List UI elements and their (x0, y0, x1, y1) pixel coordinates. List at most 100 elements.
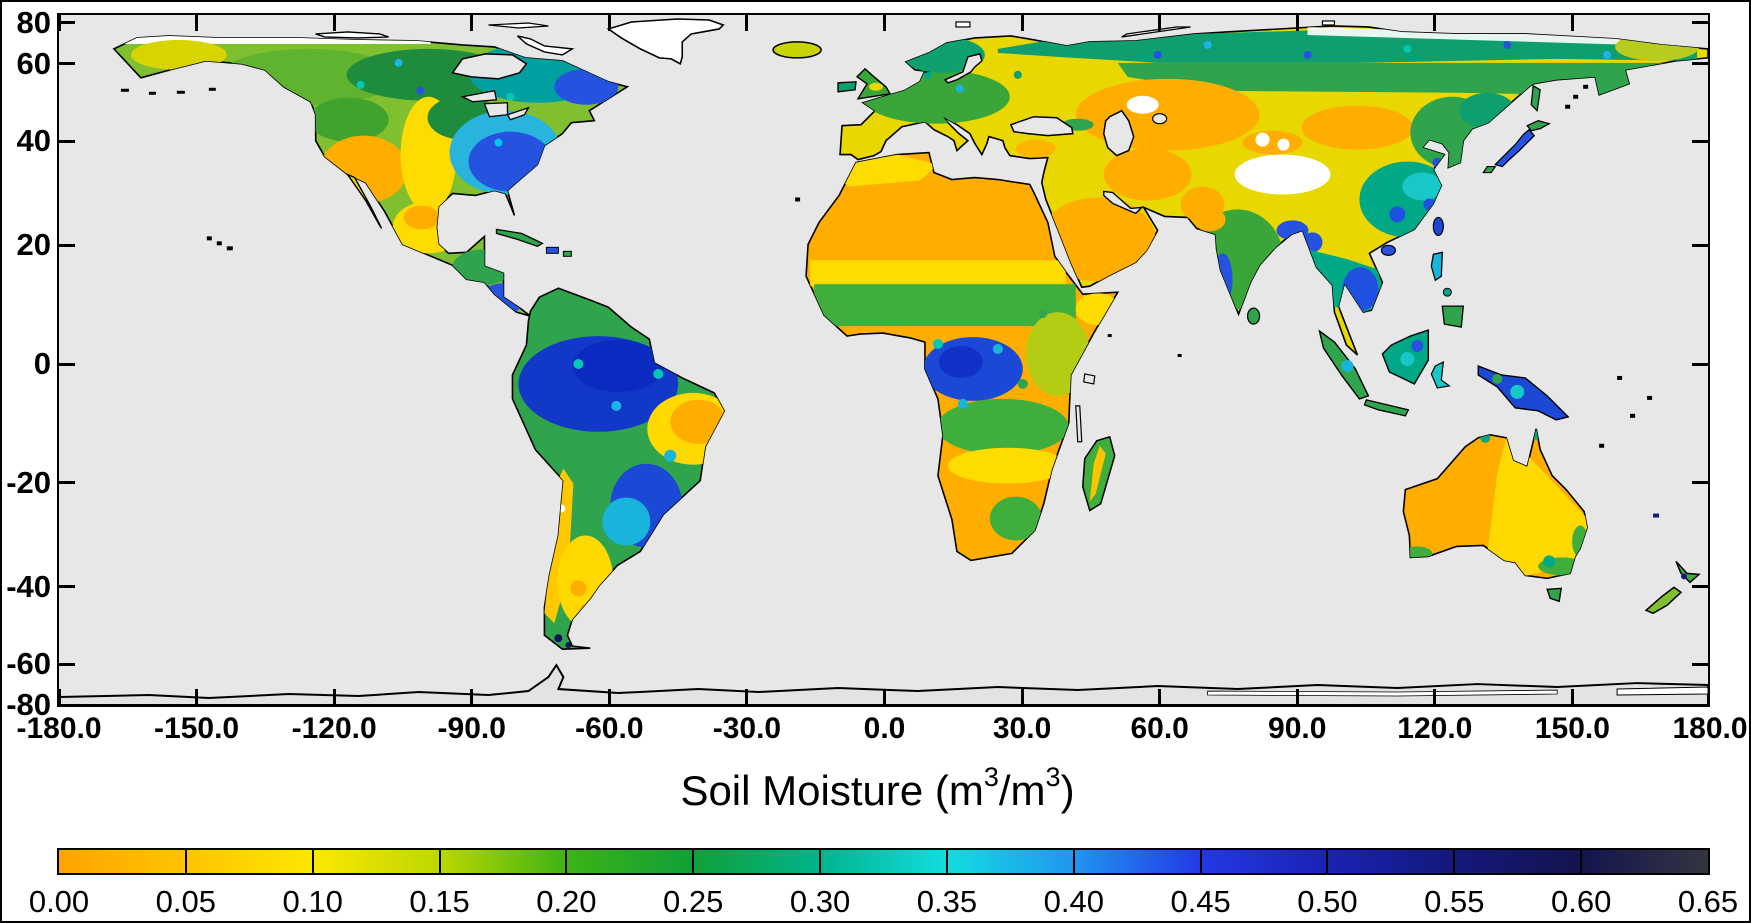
colorbar-tick-label: 0.30 (789, 884, 851, 919)
x-tick-top (1295, 15, 1299, 31)
x-tick-bottom (1295, 689, 1299, 705)
x-tick-bottom (883, 689, 886, 705)
colorbar-divider (819, 850, 822, 873)
maritime-southeast-asia (1246, 251, 1570, 421)
x-axis-label: -60.0 (575, 712, 644, 745)
africa (805, 151, 1120, 562)
colorbar-tick-label: 0.45 (1170, 884, 1231, 919)
colorbar-tick-label: 0.20 (536, 884, 597, 919)
colorbar-tick-label: 0.15 (409, 884, 470, 919)
x-tick-top (1020, 15, 1024, 31)
y-tick-left (59, 481, 75, 484)
y-tick-left (59, 662, 75, 666)
x-axis-label: 90.0 (1268, 712, 1327, 745)
y-tick-right (1692, 139, 1708, 143)
colorbar-divider (184, 850, 187, 873)
y-tick-right (1692, 362, 1708, 366)
caribbean-islands (495, 228, 572, 257)
colorbar-tick-label: 0.00 (28, 884, 90, 919)
x-tick-top (607, 15, 611, 31)
x-tick-bottom (59, 689, 61, 705)
y-axis-label: 20 (16, 227, 51, 263)
x-tick-top (1570, 15, 1574, 31)
x-axis-label: -120.0 (291, 712, 377, 745)
colorbar-divider (1072, 850, 1075, 873)
y-tick-right (1692, 62, 1708, 66)
y-tick-left (59, 703, 75, 705)
colorbar-tick-label: 0.65 (1677, 884, 1739, 919)
x-axis-label: 150.0 (1534, 712, 1610, 745)
y-tick-left (59, 585, 75, 589)
colorbar-divider (1326, 850, 1329, 873)
x-tick-top (195, 15, 199, 31)
x-axis-label: 0.0 (863, 712, 906, 745)
colorbar (57, 848, 1710, 875)
x-tick-bottom (1020, 689, 1024, 705)
colorbar-divider (311, 850, 314, 873)
x-axis-label: 60.0 (1130, 712, 1189, 745)
y-tick-right (1692, 703, 1708, 705)
x-axis-label: -150.0 (154, 712, 240, 745)
title-text: /m (998, 767, 1046, 814)
colorbar-tick-label: 0.40 (1043, 884, 1104, 919)
colorbar-divider (1580, 850, 1583, 873)
y-tick-right (1692, 662, 1708, 666)
colorbar-tick-label: 0.50 (1297, 884, 1358, 919)
colorbar-tick-label: 0.55 (1424, 884, 1485, 919)
colorbar-divider (565, 850, 568, 873)
x-tick-top (883, 15, 886, 31)
x-tick-top (332, 15, 336, 31)
y-tick-left (59, 362, 75, 366)
y-tick-right (1692, 585, 1708, 589)
x-tick-bottom (1433, 689, 1437, 705)
colorbar-tick-label: 0.60 (1550, 884, 1612, 919)
colorbar-tick-label: 0.35 (916, 884, 978, 919)
colorbar-divider (692, 850, 695, 873)
x-axis-label: -30.0 (712, 712, 782, 745)
title-text: ) (1060, 767, 1075, 814)
x-tick-top (1709, 15, 1711, 31)
y-tick-left (59, 243, 75, 247)
british-isles (837, 67, 892, 100)
y-axis-label: 60 (16, 45, 51, 81)
map-plot-area (57, 13, 1710, 707)
title-text: Soil Moisture (m (680, 767, 984, 814)
x-axis-label: -180.0 (16, 712, 102, 745)
new-zealand (1644, 560, 1701, 615)
title-superscript: 3 (1045, 762, 1061, 792)
y-axis-label: 0 (33, 346, 51, 381)
colorbar-tick-label: 0.25 (663, 884, 724, 919)
y-tick-left (59, 139, 75, 143)
colorbar-divider (1199, 850, 1202, 873)
y-axis-label: -20 (6, 464, 51, 500)
x-tick-bottom (745, 689, 749, 705)
x-axis-label: 180.0 (1672, 712, 1748, 745)
colorbar-tick-label: 0.05 (155, 884, 217, 919)
y-tick-right (1692, 243, 1708, 247)
x-tick-bottom (1709, 689, 1711, 705)
x-tick-top (470, 15, 474, 31)
colorbar-divider (438, 850, 441, 873)
x-tick-top (1433, 15, 1437, 31)
x-axis-label: 120.0 (1397, 712, 1473, 745)
x-tick-top (745, 15, 749, 31)
x-tick-bottom (607, 689, 611, 705)
x-tick-bottom (1158, 689, 1162, 705)
figure-title: Soil Moisture (m3/m3) (2, 762, 1749, 815)
x-tick-bottom (470, 689, 474, 705)
x-axis-label: 30.0 (992, 712, 1052, 745)
small-islands (120, 84, 1660, 518)
y-axis-label: -60 (6, 646, 51, 682)
y-axis-label: 80 (16, 4, 51, 40)
colorbar-tick-label: 0.10 (282, 884, 343, 919)
colorbar-divider (1453, 850, 1456, 873)
y-tick-right (1692, 21, 1708, 25)
y-axis-label: -40 (6, 568, 51, 604)
y-tick-left (59, 62, 75, 66)
y-axis-label: 40 (16, 123, 51, 159)
x-tick-bottom (332, 689, 336, 705)
greenland-and-arctic (315, 18, 1336, 66)
x-tick-bottom (1570, 689, 1574, 705)
x-axis-label: -90.0 (437, 712, 506, 745)
